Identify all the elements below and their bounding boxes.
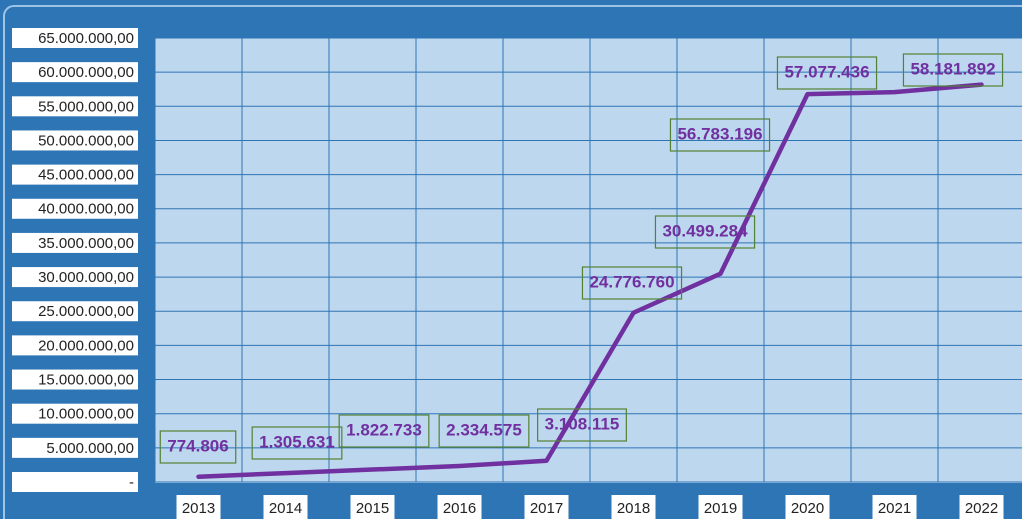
- x-tick-label: 2022: [965, 500, 998, 517]
- y-tick-box: [12, 62, 138, 83]
- y-tick-label: 40.000.000,00: [38, 201, 134, 218]
- x-tick-box: [785, 495, 830, 519]
- data-label: 56.783.196: [677, 124, 762, 143]
- x-tick-label: 2018: [617, 500, 650, 517]
- data-label: 2.334.575: [446, 420, 522, 439]
- x-tick-box: [176, 495, 221, 519]
- y-tick-box: [12, 198, 138, 219]
- y-tick-label: 15.000.000,00: [38, 372, 134, 389]
- data-label-box: [902, 53, 1004, 87]
- x-tick-box: [698, 495, 743, 519]
- data-label: 3.108.115: [545, 414, 620, 433]
- y-tick-box: [12, 267, 138, 288]
- x-tick-box: [350, 495, 395, 519]
- y-tick-label: 60.000.000,00: [38, 64, 134, 81]
- y-tick-label: -: [129, 474, 134, 491]
- y-tick-box: [12, 164, 138, 185]
- y-tick-box: [12, 232, 138, 253]
- data-label: 57.077.436: [784, 62, 869, 81]
- y-tick-box: [12, 28, 138, 48]
- x-tick-box: [524, 495, 569, 519]
- data-label-box: [537, 408, 627, 442]
- y-tick-box: [12, 130, 138, 151]
- line: [196, 82, 984, 479]
- data-label-box: [338, 414, 430, 448]
- y-tick-box: [12, 403, 138, 424]
- x-tick-label: 2016: [443, 500, 476, 517]
- y-tick-label: 5.000.000,00: [46, 440, 134, 457]
- y-tick-label: 65.000.000,00: [38, 30, 134, 47]
- x-tick-label: 2015: [356, 500, 389, 517]
- y-tick-label: 50.000.000,00: [38, 132, 134, 149]
- data-label-box: [669, 118, 771, 152]
- data-label-box: [159, 430, 237, 464]
- x-tick-label: 2020: [791, 500, 824, 517]
- y-tick-label: 20.000.000,00: [38, 337, 134, 354]
- x-tick-label: 2014: [269, 500, 302, 517]
- y-tick-box: [12, 369, 138, 390]
- data-label: 24.776.760: [589, 272, 674, 291]
- x-tick-box: [263, 495, 308, 519]
- data-label-box: [581, 266, 683, 300]
- x-tick-box: [611, 495, 656, 519]
- y-tick-label: 45.000.000,00: [38, 167, 134, 184]
- x-tick-box: [872, 495, 917, 519]
- data-label-box: [438, 414, 530, 448]
- y-tick-box: [12, 96, 138, 117]
- y-tick-box: [12, 335, 138, 356]
- x-tick-label: 2017: [530, 500, 563, 517]
- y-tick-label: 25.000.000,00: [38, 303, 134, 320]
- y-tick-box: [12, 437, 138, 458]
- data-label: 774.806: [167, 436, 228, 455]
- y-tick-label: 10.000.000,00: [38, 406, 134, 423]
- y-tick-label: 35.000.000,00: [38, 235, 134, 252]
- x-tick-box: [437, 495, 482, 519]
- x-tick-label: 2021: [878, 500, 911, 517]
- y-tick-box: [12, 301, 138, 322]
- y-tick-box: [12, 472, 138, 492]
- data-label: 1.822.733: [346, 420, 422, 439]
- data-label-box: [654, 215, 756, 249]
- data-label: 1.305.631: [259, 432, 335, 451]
- data-label: 30.499.284: [662, 221, 748, 240]
- y-tick-label: 30.000.000,00: [38, 269, 134, 286]
- data-label-box: [251, 426, 343, 460]
- x-tick-label: 2013: [182, 500, 215, 517]
- y-tick-label: 55.000.000,00: [38, 98, 134, 115]
- data-label-box: [776, 56, 878, 90]
- data-label: 58.181.892: [910, 59, 995, 78]
- x-tick-box: [959, 495, 1004, 519]
- x-tick-label: 2019: [704, 500, 737, 517]
